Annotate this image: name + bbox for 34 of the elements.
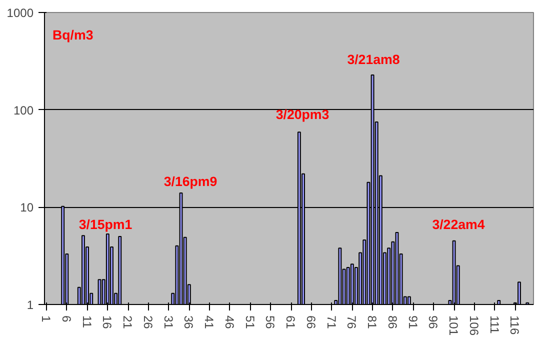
x-tick-label: 96 [426,316,440,330]
x-tick-label: 81 [365,316,380,330]
x-tick-label: 16 [100,316,114,330]
x-tick-label: 101 [446,316,461,336]
x-tick-label: 66 [304,316,318,330]
annotation: 3/22am4 [432,217,486,232]
x-tick-label: 51 [242,316,257,330]
y-tick-label: 1 [26,298,34,312]
annotation: 3/21am8 [347,52,400,67]
x-tick-label: 41 [202,316,216,330]
annotation: 3/15pm1 [78,217,133,232]
x-tick-label: 71 [324,316,338,330]
x-tick-label: 56 [263,316,278,330]
x-tick-label: 116 [508,316,522,335]
x-tick-label: 86 [385,316,400,330]
y-tick-label: 100 [13,103,34,118]
x-tick-label: 26 [140,316,155,330]
x-tick-label: 31 [161,316,176,330]
y-tick-label: 10 [20,200,34,215]
x-tick-label: 76 [344,316,359,330]
annotation: 3/20pm3 [276,107,330,122]
x-tick-label: 1 [39,316,54,322]
x-tick-label: 6 [59,316,74,322]
x-tick-label: 91 [406,316,420,330]
x-tick-label: 111 [487,316,502,334]
x-tick-label: 46 [222,316,236,330]
annotation: 3/16pm9 [164,174,218,189]
x-tick-label: 106 [466,316,481,336]
x-tick-label: 61 [284,316,298,330]
x-tick-label: 21 [120,316,135,330]
x-tick-label: 11 [80,316,94,328]
x-tick-label: 36 [182,316,196,330]
y-tick-label: 1000 [6,6,34,20]
y-axis-title: Bq/m3 [52,28,94,42]
